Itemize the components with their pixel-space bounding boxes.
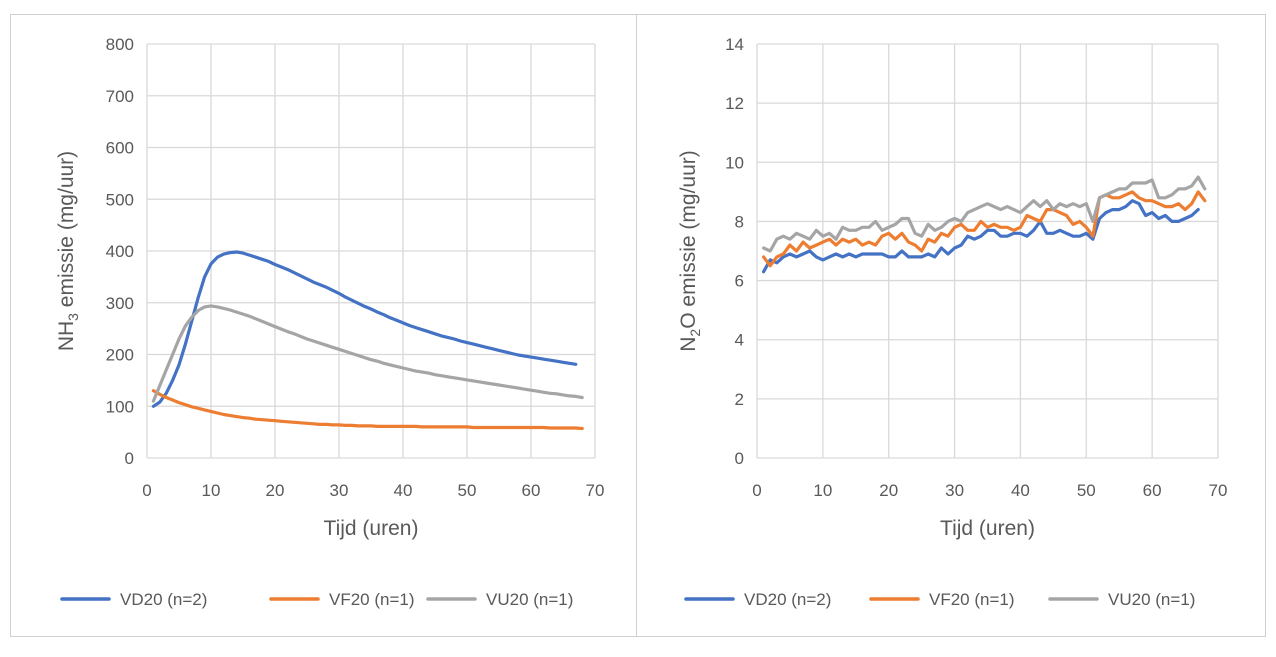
n2o-y-axis-title-subscript: 2 [687, 329, 703, 337]
nh3-series-line-vd20 [151, 250, 578, 408]
nh3-y-axis-title-subscript: 3 [65, 313, 81, 321]
nh3-y-axis-title: NH3 emissie (mg/uur) [55, 151, 81, 351]
nh3-series-line-vu20 [151, 304, 584, 403]
n2o-legend-label-vu20: VU20 (n=1) [1108, 590, 1195, 609]
n2o-legend-label-vd20: VD20 (n=2) [744, 590, 831, 609]
n2o-x-axis-title: Tijd (uren) [940, 517, 1035, 540]
n2o-y-tick-label: 8 [735, 212, 744, 231]
n2o-y-tick-label: 0 [735, 449, 744, 468]
n2o-x-tick-label: 30 [945, 481, 964, 500]
n2o-y-axis-title-main: N [677, 337, 700, 352]
nh3-x-tick-label: 50 [458, 481, 477, 500]
nh3-x-tick-label: 30 [330, 481, 349, 500]
n2o-y-tick-label: 10 [725, 153, 744, 172]
nh3-y-tick-label: 700 [106, 87, 134, 106]
nh3-y-tick-label: 0 [125, 449, 134, 468]
n2o-y-tick-label: 12 [725, 94, 744, 113]
n2o-y-tick-label: 14 [725, 35, 744, 54]
nh3-y-tick-label: 600 [106, 139, 134, 158]
n2o-y-tick-label: 6 [735, 272, 744, 291]
nh3-x-tick-label: 20 [266, 481, 285, 500]
nh3-legend-label-vf20: VF20 (n=1) [329, 590, 415, 609]
nh3-x-axis-title: Tijd (uren) [324, 517, 419, 540]
n2o-x-tick-label: 10 [813, 481, 832, 500]
nh3-x-tick-label: 40 [394, 481, 413, 500]
panel-right-border [636, 14, 1266, 637]
n2o-series-line-vf20 [761, 190, 1207, 268]
nh3-legend-label-vd20: VD20 (n=2) [120, 590, 207, 609]
nh3-y-tick-label: 500 [106, 190, 134, 209]
nh3-y-tick-label: 300 [106, 294, 134, 313]
nh3-legend-label-vu20: VU20 (n=1) [486, 590, 573, 609]
nh3-x-tick-label: 10 [202, 481, 221, 500]
nh3-y-axis-title-main: NH [55, 321, 78, 351]
nh3-chart: 0 100 200 300 400 500 600 700 800 0 10 20 30 40 50 60 70… [55, 35, 604, 609]
n2o-y-axis-title-rest: O emissie (mg/uur) [677, 150, 700, 329]
n2o-x-tick-label: 20 [879, 481, 898, 500]
nh3-y-tick-label: 200 [106, 346, 134, 365]
n2o-y-axis-title: N2O emissie (mg/uur) [677, 150, 703, 352]
nh3-y-tick-label: 100 [106, 397, 134, 416]
n2o-legend-label-vf20: VF20 (n=1) [929, 590, 1015, 609]
nh3-x-tick-label: 70 [586, 481, 605, 500]
nh3-x-tick-label: 0 [142, 481, 151, 500]
n2o-x-tick-label: 0 [752, 481, 761, 500]
nh3-y-axis-title-rest: emissie (mg/uur) [55, 151, 78, 313]
nh3-y-tick-label: 800 [106, 35, 134, 54]
n2o-x-tick-label: 50 [1077, 481, 1096, 500]
nh3-x-tick-label: 60 [522, 481, 541, 500]
nh3-y-tick-label: 400 [106, 242, 134, 261]
n2o-series-line-vu20 [761, 175, 1207, 253]
n2o-x-tick-label: 70 [1209, 481, 1228, 500]
n2o-x-tick-label: 40 [1011, 481, 1030, 500]
n2o-y-tick-label: 4 [735, 331, 744, 350]
n2o-y-tick-label: 2 [735, 390, 744, 409]
nh3-series-line-vf20 [151, 389, 584, 431]
panel-left-border [10, 14, 637, 637]
n2o-x-tick-label: 60 [1143, 481, 1162, 500]
n2o-series-line-vd20 [761, 199, 1200, 274]
